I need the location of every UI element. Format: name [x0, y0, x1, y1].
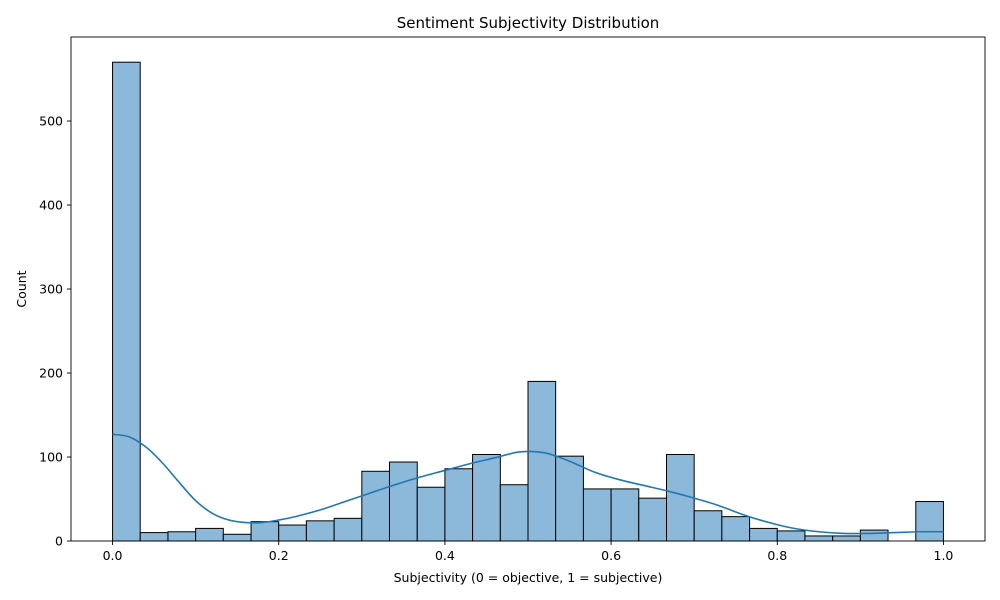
- histogram-bars: [112, 61, 944, 542]
- histogram-bar: [527, 380, 557, 542]
- y-axis-label: Count: [14, 270, 29, 307]
- histogram-bar: [139, 532, 169, 542]
- x-axis-ticks: 0.0 0.2 0.4 0.6 0.8 1.0: [103, 541, 954, 563]
- histogram-bar: [278, 524, 307, 542]
- histogram-bar: [388, 461, 418, 542]
- histogram-bar: [749, 527, 778, 542]
- chart-title: Sentiment Subjectivity Distribution: [397, 14, 660, 32]
- histogram-bar: [915, 501, 944, 542]
- histogram-bar: [499, 484, 529, 542]
- histogram-bar: [444, 468, 474, 542]
- y-tick-label: 300: [39, 282, 63, 297]
- y-tick-label: 100: [39, 450, 63, 465]
- y-tick-label: 0: [55, 534, 63, 549]
- histogram-bar: [638, 497, 668, 542]
- histogram-bar: [582, 488, 612, 542]
- kde-curve: [112, 433, 944, 535]
- histogram-bar: [112, 61, 141, 542]
- histogram-bar: [832, 535, 861, 542]
- histogram-bar: [195, 527, 224, 542]
- histogram-bar: [859, 529, 889, 542]
- histogram-bar: [222, 533, 252, 542]
- histogram-bar: [555, 455, 584, 542]
- x-tick-label: 0.2: [269, 548, 289, 563]
- histogram-bar: [250, 521, 280, 542]
- x-axis-label: Subjectivity (0 = objective, 1 = subject…: [394, 570, 663, 585]
- histogram-bar: [416, 486, 446, 542]
- x-tick-label: 0.6: [601, 548, 621, 563]
- x-tick-label: 0.4: [435, 548, 455, 563]
- y-tick-label: 500: [39, 114, 63, 129]
- histogram-bar: [305, 520, 335, 542]
- x-tick-label: 1.0: [934, 548, 954, 563]
- y-tick-label: 200: [39, 366, 63, 381]
- y-tick-label: 400: [39, 198, 63, 213]
- histogram-bar: [721, 516, 751, 542]
- histogram-bar: [804, 535, 834, 542]
- histogram-bar: [167, 531, 197, 542]
- histogram-bar: [361, 470, 390, 542]
- histogram-bar: [776, 530, 806, 542]
- y-axis-ticks: 0 100 200 300 400 500: [39, 114, 71, 549]
- histogram-bar: [610, 488, 640, 542]
- histogram-bar: [472, 453, 501, 542]
- histogram-bar: [693, 510, 723, 542]
- histogram-bar: [333, 517, 363, 542]
- histogram-bar: [666, 453, 695, 542]
- x-tick-label: 0.8: [767, 548, 787, 563]
- x-tick-label: 0.0: [103, 548, 123, 563]
